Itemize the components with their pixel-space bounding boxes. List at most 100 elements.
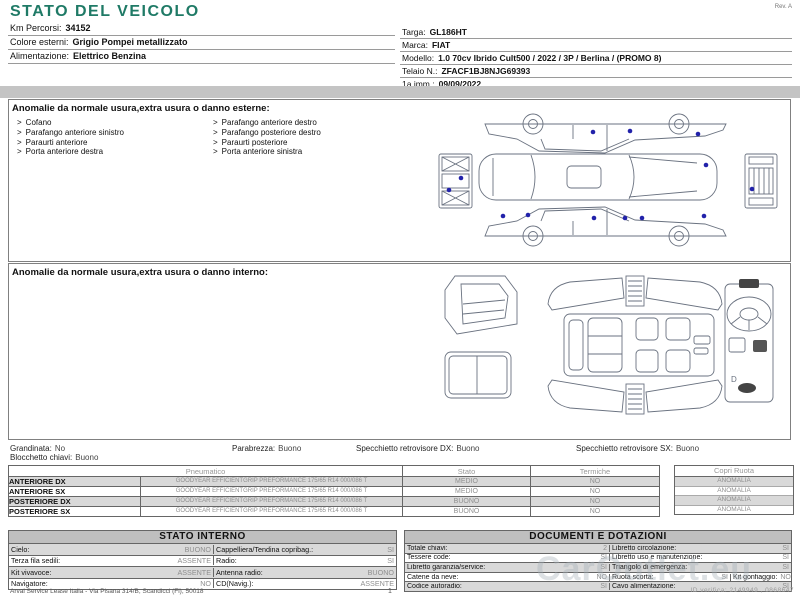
info-value: 1.0 70cv Ibrido Cult500 / 2022 / 3P / Be… — [438, 53, 662, 63]
tyre-winter: NO — [530, 476, 660, 487]
field-label: Ruota scorta: — [612, 573, 654, 581]
condition-specchietto-sx: Specchietto retrovisore SX: Buono — [576, 444, 699, 453]
tyre-row-posteriore-sx: POSTERIORE SX GOODYEAR EFFICIENTGRIP PRE… — [8, 506, 660, 517]
col-stato: Stato — [402, 465, 531, 477]
field-value: BUONO — [367, 567, 394, 577]
anomaly-item: > Porta anteriore destra — [17, 147, 213, 157]
col-copri-ruota: Copri Ruota — [675, 466, 793, 477]
tyre-position: ANTERIORE DX — [8, 476, 141, 487]
documenti-row-split: Catene da neve: NO Ruota scorta: SI Kit go… — [404, 572, 792, 583]
field-label: Navigatore: — [11, 579, 48, 589]
tyre-row-posteriore-dx: POSTERIORE DX GOODYEAR EFFICIENTGRIP PRE… — [8, 496, 660, 507]
condition-label: Specchietto retrovisore DX: — [356, 444, 454, 453]
field-label: Cappelliera/Tendina copribag.: — [216, 544, 314, 554]
condition-specchietto-dx: Specchietto retrovisore DX: Buono — [356, 444, 480, 453]
interior-anomalies-box: Anomalie da normale usura,extra usura o … — [8, 263, 791, 440]
field-value: ASSENTE — [177, 556, 211, 566]
field-value: ASSENTE — [360, 579, 394, 589]
condition-label: Grandinata: — [10, 444, 52, 453]
field-value: SI — [782, 563, 789, 571]
svg-text:D: D — [731, 375, 737, 384]
revision-label: Rev. A — [774, 4, 792, 10]
field-label: Radio: — [216, 556, 237, 566]
footer-company: Arval Service Lease Italia - Via Pisana … — [10, 588, 204, 595]
field-label: Terza fila sedili: — [11, 556, 61, 566]
footer-id: ID verifica: 2149949 , 0868647 — [690, 587, 794, 594]
field-value: NO — [200, 579, 211, 589]
list-marker: > — [17, 137, 22, 147]
field-label: Antenna radio: — [216, 567, 263, 577]
field-value: SI — [782, 583, 789, 591]
documenti-row: Codice autoradio: SI Cavo alimentazione: S… — [404, 582, 792, 592]
info-value: Grigio Pompei metallizzato — [72, 37, 188, 47]
anomaly-label: Cofano — [25, 118, 52, 127]
anomaly-item: > Porta anteriore sinistra — [213, 147, 409, 157]
info-value: ZFACF1BJ8NJG69393 — [441, 66, 531, 76]
tyre-position: POSTERIORE SX — [8, 506, 141, 517]
condition-value: No — [54, 444, 66, 453]
copri-ruota-value: ANOMALIA — [675, 496, 793, 506]
info-value: 34152 — [65, 23, 91, 33]
stato-interno-row: Kit vivavoce: ASSENTE Antenna radio: BUONO — [8, 567, 397, 579]
tyre-winter: NO — [530, 506, 660, 517]
exterior-anomalies-box: Anomalie da normale usura,extra usura o … — [8, 99, 791, 262]
list-marker: > — [17, 147, 22, 157]
stato-interno-row: Terza fila sedili: ASSENTE Radio: SI — [8, 555, 397, 567]
info-label: 1a imm.: — [402, 79, 435, 89]
field-label: Tessere code: — [407, 554, 451, 562]
tyre-table: Pneumatico Stato Termiche ANTERIORE DX G… — [8, 465, 660, 517]
tyre-winter: NO — [530, 496, 660, 507]
list-marker: > — [17, 127, 22, 137]
field-value: NO — [780, 573, 791, 581]
field-value: SI — [782, 544, 789, 552]
info-value: FIAT — [431, 40, 451, 50]
field-label: Codice autoradio: — [407, 583, 462, 591]
anomaly-label: Parafango anteriore sinistro — [25, 127, 124, 137]
tyre-state: MEDIO — [402, 476, 531, 487]
divider-band — [0, 86, 800, 98]
anomaly-column-left: > Cofano > Parafango anteriore sinistro > P… — [17, 118, 213, 157]
documenti-header: DOCUMENTI E DOTAZIONI — [404, 530, 792, 544]
info-row-targa: Targa: GL186HT — [400, 26, 792, 39]
anomaly-item: > Parafango anteriore destro — [213, 118, 409, 128]
condition-value: Buono — [456, 444, 480, 453]
anomaly-column-right: > Parafango anteriore destro > Parafango p… — [213, 118, 409, 157]
field-value: SI — [387, 544, 394, 554]
stato-interno-row: Navigatore: NO CD(Navig.): ASSENTE — [8, 578, 397, 590]
field-label: Cielo: — [11, 544, 30, 554]
info-value: Elettrico Benzina — [73, 51, 147, 61]
info-row-modello: Modello: 1.0 70cv Ibrido Cult500 / 2022 … — [400, 52, 792, 65]
list-marker: > — [213, 118, 218, 127]
field-value: SI — [721, 573, 728, 581]
tyre-header-row: Pneumatico Stato Termiche — [8, 465, 660, 477]
field-label: Kit gonfiaggio: — [733, 573, 778, 581]
interior-anomalies-title: Anomalie da normale usura,extra usura o … — [12, 267, 269, 278]
anomaly-item: > Parafango anteriore sinistro — [17, 128, 213, 138]
documenti-row: Libretto garanzia/service: SI Triangolo d… — [404, 563, 792, 573]
condition-value: Buono — [675, 444, 700, 453]
condition-blocchetto-chiavi: Blocchetto chiavi: Buono — [10, 453, 98, 462]
damage-dots — [446, 128, 755, 221]
anomaly-item: > Paraurti posteriore — [213, 138, 409, 148]
info-row-alimentazione: Alimentazione: Elettrico Benzina — [8, 50, 395, 64]
anomaly-label: Paraurti anteriore — [25, 137, 88, 147]
tyre-position: ANTERIORE SX — [8, 486, 141, 497]
info-value: 09/09/2022 — [438, 79, 482, 89]
exterior-anomalies-list: > Cofano > Parafango anteriore sinistro > P… — [9, 118, 790, 157]
condition-label: Specchietto retrovisore SX: — [576, 444, 673, 453]
copri-ruota-table: Copri Ruota ANOMALIA ANOMALIA ANOMALIA A… — [674, 465, 794, 515]
field-value: SI — [600, 563, 607, 571]
info-row-km: Km Percorsi: 34152 — [8, 22, 395, 36]
condition-label: Blocchetto chiavi: — [10, 453, 73, 462]
field-value: SI — [600, 554, 607, 562]
info-row-marca: Marca: FIAT — [400, 39, 792, 52]
field-value: 2 — [603, 544, 607, 552]
tyre-state: BUONO — [402, 496, 531, 507]
info-label: Modello: — [402, 53, 435, 63]
field-label: Libretto uso e manutenzione: — [612, 554, 703, 562]
condition-value: Buono — [75, 453, 99, 462]
list-marker: > — [17, 118, 22, 127]
condition-value: Buono — [278, 444, 302, 453]
field-value: SI — [600, 583, 607, 591]
field-value: BUONO — [184, 544, 211, 554]
